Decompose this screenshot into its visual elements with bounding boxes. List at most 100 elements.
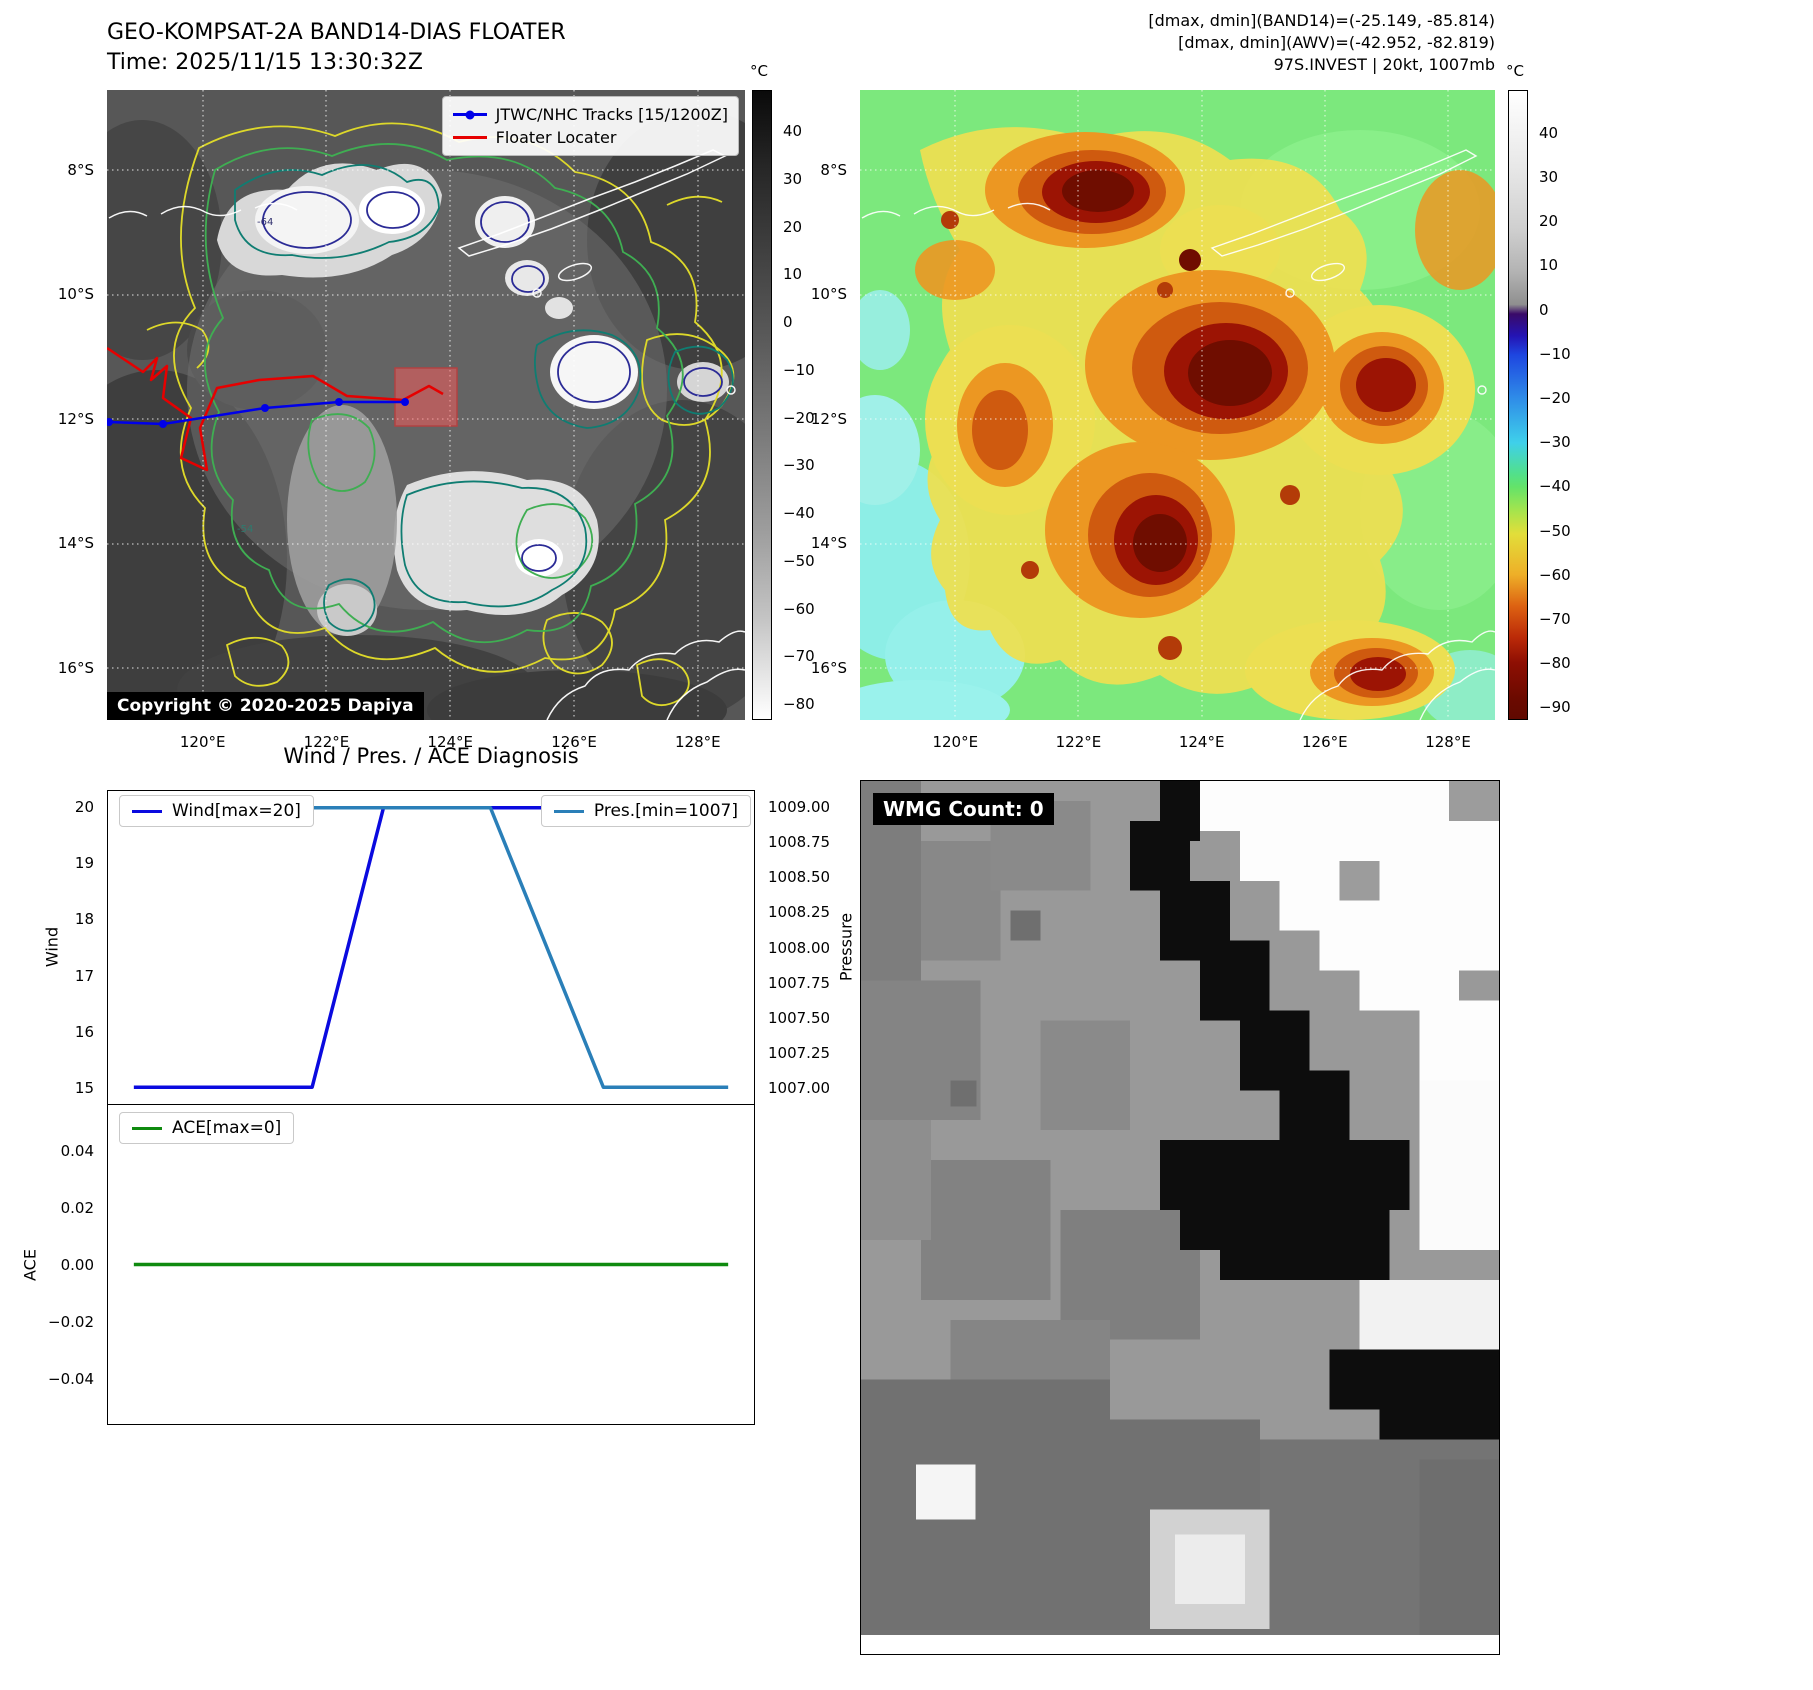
tick-label: 1008.25 — [768, 903, 831, 922]
floater-track-sample — [452, 136, 487, 139]
tick-label: 120°E — [179, 733, 226, 751]
wind-line-sample — [132, 809, 162, 813]
tick-label: −30 — [783, 456, 815, 475]
latlon-grid — [860, 90, 1495, 720]
pressure-axis-label: Pressure — [836, 912, 856, 982]
wmg-panel: WMG Count: 0 — [860, 780, 1500, 1655]
awv-lon-axis: 120°E 122°E 124°E 126°E 128°E — [860, 727, 1495, 751]
tick-label: −0.02 — [48, 1313, 94, 1332]
awv-colorbar-unit: °C — [1506, 62, 1524, 80]
tick-label: −40 — [1539, 477, 1571, 496]
tick-label: 20 — [783, 217, 803, 236]
wmg-classification-image — [861, 781, 1499, 1654]
tick-label: 20 — [74, 797, 94, 816]
ace-legend-label: ACE[max=0] — [172, 1118, 282, 1138]
tick-label: −70 — [1539, 610, 1571, 628]
floater-locater-box — [394, 367, 458, 427]
tick-label: 14°S — [57, 534, 94, 553]
legend-row-jtwc: JTWC/NHC Tracks [15/1200Z] — [452, 103, 728, 126]
band14-colorbar-unit: °C — [750, 62, 768, 80]
tick-label: 1008.75 — [768, 833, 831, 852]
tick-label: 0.04 — [60, 1141, 94, 1160]
tick-label: 120°E — [932, 733, 979, 751]
band14-ir-image: -64 -54 — [107, 90, 745, 720]
tick-label: −0.04 — [48, 1370, 94, 1389]
tick-label: −10 — [783, 360, 815, 379]
wind-y-axis: 20 19 18 17 16 15 — [60, 790, 100, 1105]
tick-label: 1007.25 — [768, 1043, 831, 1062]
tick-label: 1007.00 — [768, 1079, 831, 1098]
dmax-dmin-band14: [dmax, dmin](BAND14)=(-25.149, -85.814) — [1148, 11, 1495, 30]
tick-label: 17 — [74, 966, 94, 985]
wind-pressure-series — [108, 791, 754, 1104]
band14-satellite-map: -64 -54 — [107, 90, 745, 720]
wmg-white-regions — [1199, 781, 1499, 1081]
ace-y-axis: 0.04 0.02 0.00 −0.02 −0.04 — [40, 1105, 100, 1425]
tick-label: 122°E — [303, 733, 350, 751]
tick-label: 10°S — [810, 285, 847, 304]
contour-value-label: -64 — [257, 217, 273, 228]
tick-label: 18 — [74, 910, 94, 929]
tick-label: −20 — [783, 408, 815, 427]
tick-label: −40 — [783, 504, 815, 523]
tick-label: 126°E — [551, 733, 597, 751]
tick-label: 124°E — [1178, 733, 1225, 751]
wmg-light-patches — [861, 1464, 1499, 1654]
tick-label: 19 — [74, 854, 94, 873]
pressure-y-axis: 1009.00 1008.75 1008.50 1008.25 1008.00 1007.… — [762, 790, 834, 1105]
copyright-badge: Copyright © 2020-2025 Dapiya — [107, 692, 424, 720]
tick-label: 0 — [1539, 300, 1549, 319]
tick-label: 30 — [783, 169, 803, 188]
tick-label: 126°E — [1302, 733, 1348, 751]
tick-label: 124°E — [427, 733, 474, 751]
wmg-dark-bottom — [861, 1379, 1499, 1654]
storm-status: 97S.INVEST | 20kt, 1007mb — [1273, 55, 1495, 74]
awv-colorbar — [1508, 90, 1528, 720]
tick-label: −20 — [1539, 389, 1571, 408]
tick-label: 40 — [1539, 123, 1559, 142]
ace-series — [108, 1105, 754, 1424]
legend-row-floater: Floater Locater — [452, 126, 728, 149]
pressure-legend: Pres.[min=1007] — [540, 795, 751, 827]
tick-label: 128°E — [1425, 733, 1471, 751]
legend-label-jtwc: JTWC/NHC Tracks [15/1200Z] — [495, 105, 728, 124]
tick-label: −50 — [1539, 521, 1571, 540]
tick-label: 14°S — [810, 534, 847, 553]
contour-value-label: -54 — [237, 524, 253, 535]
tick-label: −30 — [1539, 433, 1571, 452]
tick-label: 1009.00 — [768, 797, 831, 816]
band14-lat-axis: 8°S 10°S 12°S 14°S 16°S — [48, 90, 100, 720]
tick-label: −60 — [1539, 565, 1571, 584]
wind-legend: Wind[max=20] — [119, 795, 314, 827]
band14-lon-axis: 120°E 122°E 124°E 126°E 128°E — [107, 727, 745, 751]
contour-lines-navy — [262, 191, 723, 572]
wind-axis-label: Wind — [42, 926, 62, 968]
dmax-dmin-awv: [dmax, dmin](AWV)=(-42.952, -82.819) — [1178, 33, 1495, 52]
awv-colorbar-ticks: 40 30 20 10 0 −10 −20 −30 −40 −50 −60 −70 −80 −90 — [1533, 90, 1583, 720]
tick-label: 20 — [1539, 212, 1559, 231]
wmg-white-midright — [1359, 1080, 1499, 1350]
awv-core-maroon — [1062, 170, 1272, 572]
tick-label: 30 — [1539, 168, 1559, 187]
legend-label-floater: Floater Locater — [495, 128, 617, 147]
tick-label: −10 — [1539, 344, 1571, 363]
pressure-legend-label: Pres.[min=1007] — [593, 801, 738, 821]
tick-label: 1008.00 — [768, 938, 831, 957]
tick-label: 15 — [74, 1079, 94, 1098]
awv-satellite-map — [860, 90, 1495, 720]
cloud-mass — [217, 163, 729, 636]
wmg-count-badge: WMG Count: 0 — [873, 793, 1054, 825]
tick-label: −90 — [1539, 698, 1571, 717]
tick-label: 16°S — [57, 658, 94, 677]
ace-axis-label: ACE — [20, 1249, 40, 1281]
contour-lines-teal — [234, 164, 734, 632]
tick-label: −80 — [1539, 654, 1571, 673]
ace-plot — [107, 1105, 755, 1425]
series-line-Pres.[min=1007] — [134, 808, 728, 1087]
coastlines — [108, 149, 745, 720]
wind-legend-label: Wind[max=20] — [172, 801, 301, 821]
tick-label: 12°S — [57, 409, 94, 428]
tick-label: 16°S — [810, 658, 847, 677]
tick-label: −70 — [783, 647, 815, 666]
